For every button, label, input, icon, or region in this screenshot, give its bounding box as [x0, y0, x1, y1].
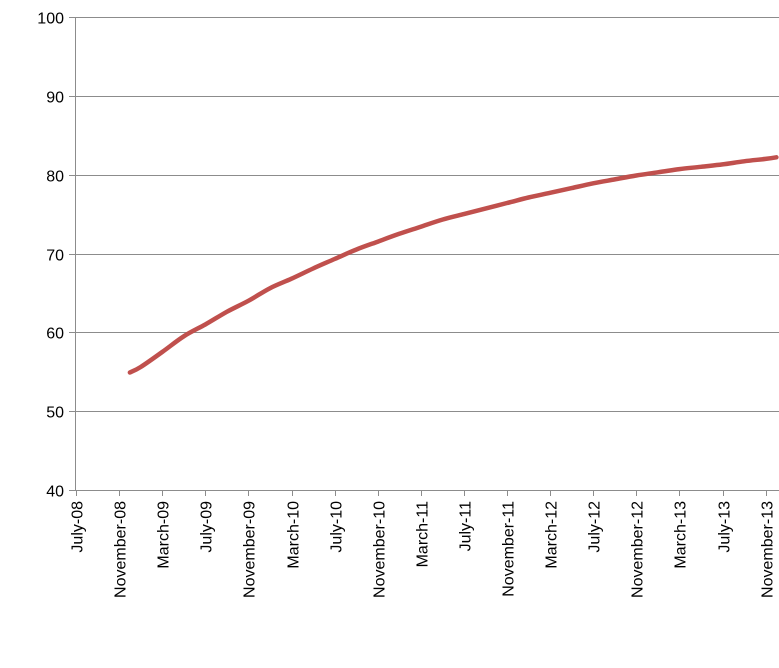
x-tick-label: March-12 [544, 501, 561, 569]
y-tick-label-100: 100 [37, 11, 64, 28]
y-tick-label-90: 90 [46, 90, 64, 107]
y-tick-label-60: 60 [46, 326, 64, 343]
x-tick-label: March-11 [415, 501, 432, 567]
x-tick-label: July-09 [199, 501, 216, 553]
y-tick-label-80: 80 [46, 169, 64, 186]
y-tick-label-70: 70 [46, 248, 64, 265]
x-tick-label: July-12 [587, 501, 604, 553]
y-tick-labels: 40 50 60 70 80 90 100 [37, 11, 64, 501]
y-tick-label-40: 40 [46, 484, 64, 501]
gridlines [75, 17, 779, 412]
x-tick-label: November-09 [242, 501, 259, 598]
x-tick-label: July-10 [329, 501, 346, 553]
x-tick-label: March-13 [673, 501, 690, 569]
x-tick-label: March-09 [156, 501, 173, 569]
x-tick-label: November-11 [501, 501, 518, 597]
x-tick-label: November-13 [760, 501, 777, 598]
y-tick-label-50: 50 [46, 405, 64, 422]
axes [69, 17, 779, 496]
x-tick-label: March-10 [286, 501, 303, 569]
x-tick-label: November-12 [630, 501, 647, 598]
x-tick-label: July-08 [70, 501, 87, 553]
x-tick-label: November-10 [372, 501, 389, 598]
series-line-0 [127, 155, 779, 375]
x-tick-label: July-13 [717, 501, 734, 553]
x-tick-label: November-08 [113, 501, 130, 598]
series [127, 155, 779, 375]
x-tick-label: July-11 [458, 501, 475, 551]
x-tick-labels: July-08 November-08 March-09 July-09 Novembe… [70, 501, 777, 598]
